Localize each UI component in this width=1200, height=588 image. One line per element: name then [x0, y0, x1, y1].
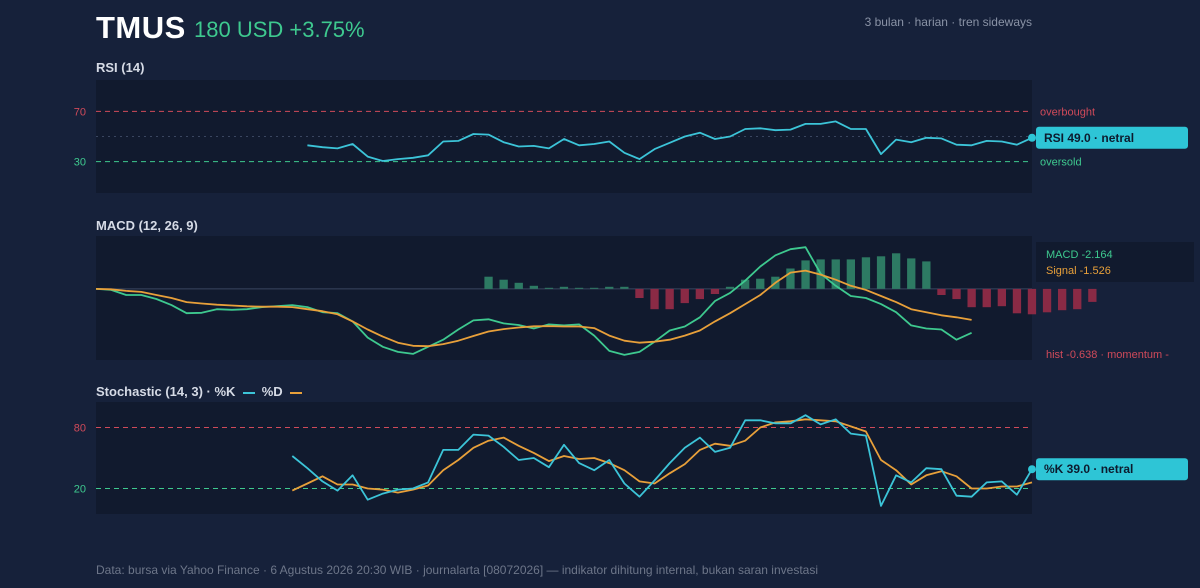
macd-hist-bar — [1027, 288, 1037, 315]
macd-hist-bar — [574, 287, 584, 289]
macd-hist-bar — [982, 288, 991, 308]
macd-hist-bar — [1012, 288, 1022, 314]
macd-hist-bar — [876, 256, 886, 289]
macd-hist-bar — [529, 285, 538, 289]
macd-hist-bar — [680, 288, 689, 304]
stoch-badge-text: %K 39.0 · netral — [1044, 462, 1133, 476]
macd-hist-bar — [605, 286, 614, 289]
macd-hist-bar — [1088, 288, 1097, 302]
macd-hist-bar — [952, 288, 961, 300]
price-change: 180 USD +3.75% — [194, 17, 365, 42]
stoch-last-point — [1028, 465, 1036, 474]
stoch-badge-box — [1036, 458, 1188, 481]
macd-hist-bar — [1058, 288, 1067, 311]
rsi-overbought-label: overbought — [1040, 106, 1095, 118]
macd-value-label: MACD -2.164 — [1046, 249, 1113, 261]
macd-hist-bar — [997, 288, 1006, 307]
macd-hist-bar — [846, 259, 855, 289]
rsi-badge-text: RSI 49.0 · netral — [1044, 131, 1134, 145]
macd-line — [95, 246, 972, 356]
rsi-tick-70: 70 — [74, 106, 86, 118]
rsi-tick-30: 30 — [74, 157, 86, 169]
hist-value-label: hist -0.638 · momentum - — [1046, 349, 1169, 361]
macd-hist-bar — [861, 257, 871, 289]
macd-hist-bar — [801, 260, 810, 289]
rsi-line — [307, 120, 1033, 162]
macd-hist-bar — [665, 288, 674, 310]
d-legend-swatch — [290, 391, 303, 394]
signal-value-label: Signal -1.526 — [1046, 265, 1111, 277]
stoch-tick-20: 20 — [74, 484, 86, 496]
macd-hist-bar — [499, 279, 508, 289]
macd-hist-bar — [831, 259, 840, 289]
ticker-title: TMUS — [96, 10, 186, 45]
macd-hist-bar — [1042, 288, 1052, 313]
macd-hist-bar — [650, 288, 659, 310]
macd-hist-bar — [725, 286, 735, 289]
macd-label-box — [1036, 242, 1194, 282]
k-legend-swatch — [243, 391, 256, 394]
macd-hist-bar — [620, 286, 629, 289]
signal-line — [95, 269, 972, 348]
macd-hist-bar — [544, 287, 554, 289]
macd-panel-bg — [96, 236, 1032, 360]
stoch-title-text: Stochastic (14, 3) · %K — [96, 384, 236, 399]
macd-hist-bar — [635, 288, 644, 298]
footer-source: Data: bursa via Yahoo Finance · 6 Agustu… — [96, 563, 818, 577]
stoch-k-line — [291, 414, 1033, 507]
rsi-panel-title: RSI (14) — [96, 60, 145, 75]
macd-hist-bar — [1073, 288, 1082, 310]
macd-hist-bar — [514, 282, 523, 289]
macd-hist-bar — [892, 253, 901, 289]
stoch-tick-80: 80 — [74, 422, 86, 434]
macd-hist-bar — [922, 261, 931, 289]
macd-hist-bar — [590, 287, 599, 289]
rsi-oversold-label: oversold — [1040, 157, 1082, 169]
macd-hist-bar — [710, 288, 720, 294]
macd-hist-bar — [967, 288, 976, 308]
macd-hist-bar — [907, 258, 916, 289]
d-legend-label: %D — [261, 384, 283, 399]
macd-hist-bar — [786, 268, 795, 289]
macd-hist-bar — [937, 288, 946, 295]
chart-meta: 3 bulan · harian · tren sideways — [864, 15, 1032, 29]
macd-hist-bar — [695, 288, 704, 300]
stoch-panel-bg — [96, 402, 1032, 514]
macd-panel-title: MACD (12, 26, 9) — [96, 218, 198, 233]
rsi-last-point — [1028, 133, 1036, 142]
stoch-panel-title: Stochastic (14, 3) · %K %D — [96, 384, 305, 399]
macd-hist-bar — [484, 276, 493, 289]
macd-hist-bar — [741, 279, 750, 289]
macd-hist-bar — [559, 286, 569, 289]
rsi-badge-box — [1036, 126, 1188, 149]
macd-hist-bar — [756, 278, 765, 289]
